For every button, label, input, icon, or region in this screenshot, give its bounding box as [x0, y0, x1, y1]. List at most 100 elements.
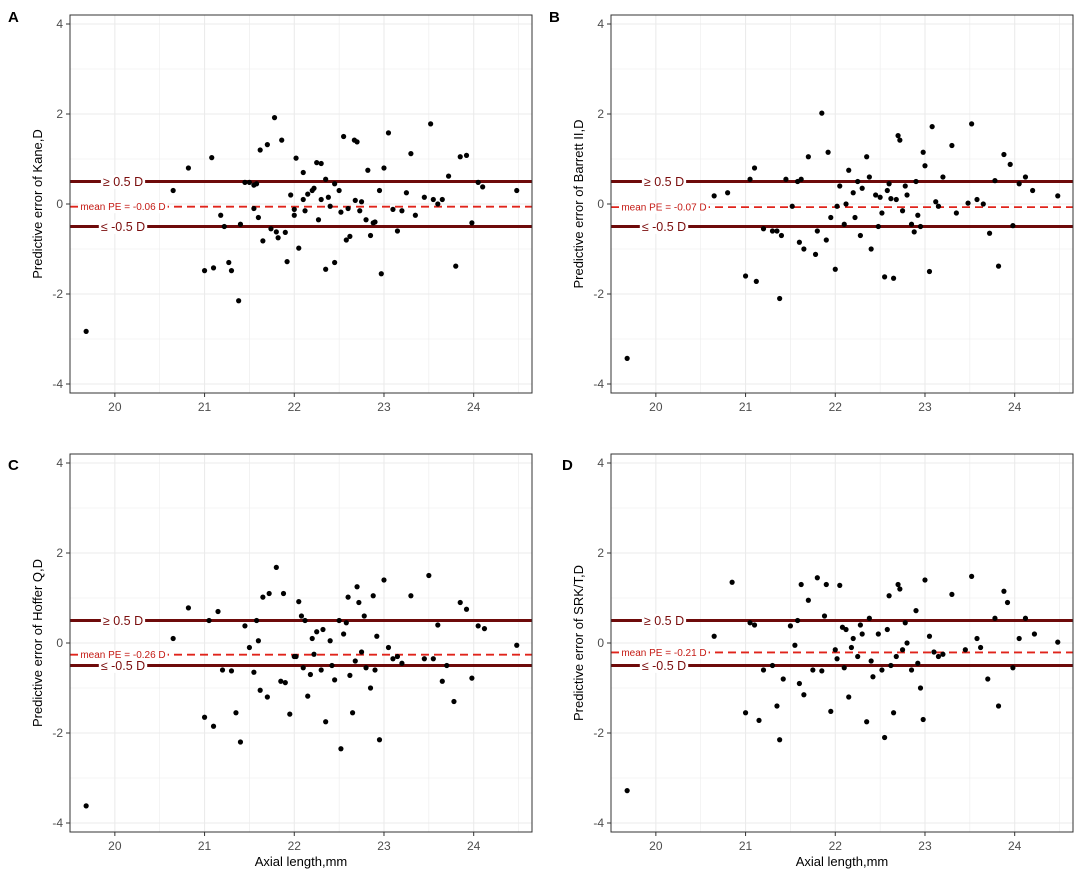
y-tick-label: -4	[52, 816, 63, 830]
data-point	[1030, 187, 1036, 194]
data-point	[341, 133, 347, 140]
data-point	[823, 237, 829, 243]
data-point	[796, 239, 802, 245]
data-point	[367, 685, 374, 691]
data-point	[307, 671, 314, 678]
data-point	[819, 668, 825, 674]
data-point	[280, 590, 287, 597]
data-point	[814, 575, 820, 581]
data-point	[859, 185, 865, 191]
data-point	[327, 638, 333, 644]
data-point	[922, 577, 928, 583]
upper-limit-label-bg	[100, 613, 146, 628]
data-point	[962, 647, 968, 653]
data-point	[821, 613, 828, 619]
data-point	[275, 235, 281, 241]
panel-label-a: A	[8, 9, 19, 26]
data-point	[514, 187, 520, 194]
data-point	[372, 219, 378, 225]
data-point	[926, 633, 933, 639]
data-point	[408, 151, 414, 157]
data-point	[469, 220, 475, 226]
y-tick-label: -4	[593, 816, 604, 830]
data-point	[805, 597, 811, 603]
y-axis-label-c: Predictive error of Hoffer Q,D	[30, 559, 45, 727]
data-point	[314, 160, 320, 166]
data-point	[291, 212, 297, 218]
data-point	[323, 719, 329, 725]
data-point	[282, 680, 288, 686]
lower-limit-label: ≤ -0.5 D	[642, 659, 686, 673]
data-point	[794, 617, 801, 624]
data-point	[747, 176, 753, 182]
panel-label-b: B	[549, 9, 560, 26]
data-point	[814, 228, 820, 234]
x-tick-label: 22	[288, 400, 302, 414]
data-point	[358, 199, 365, 205]
data-point	[376, 737, 383, 743]
data-point	[884, 626, 890, 633]
data-point	[408, 593, 414, 599]
data-point	[399, 208, 405, 214]
data-point	[778, 232, 785, 239]
data-point	[774, 228, 780, 234]
data-point	[264, 694, 270, 700]
data-point	[855, 178, 861, 185]
data-point	[729, 579, 735, 585]
x-tick-label: 24	[467, 839, 481, 853]
data-point	[255, 638, 261, 644]
data-point	[1022, 174, 1029, 180]
data-point	[435, 622, 441, 628]
x-tick-label: 22	[288, 839, 302, 853]
x-tick-label: 22	[829, 400, 843, 414]
data-point	[711, 193, 717, 199]
data-point	[866, 174, 872, 180]
data-point	[514, 642, 520, 648]
data-point	[929, 124, 935, 130]
data-point	[268, 226, 274, 232]
data-point	[753, 278, 759, 284]
data-point	[902, 183, 908, 189]
data-point	[318, 196, 324, 203]
data-point	[949, 591, 955, 598]
x-tick-label: 20	[649, 400, 663, 414]
data-point	[358, 649, 365, 655]
data-point	[264, 142, 270, 148]
lower-limit-label: ≤ -0.5 D	[101, 659, 145, 673]
data-point	[378, 271, 384, 277]
data-point	[980, 201, 986, 207]
data-point	[385, 644, 392, 651]
data-point	[273, 229, 279, 235]
data-point	[83, 803, 89, 809]
data-point	[463, 606, 470, 612]
data-point	[846, 167, 852, 173]
data-point	[475, 179, 481, 185]
data-point	[271, 115, 278, 121]
data-point	[421, 656, 427, 662]
data-point	[336, 617, 342, 624]
data-point	[1004, 599, 1011, 606]
data-point	[444, 662, 450, 669]
data-point	[897, 137, 903, 143]
data-point	[897, 586, 903, 592]
data-point	[365, 167, 371, 173]
mean-pe-label-bg	[78, 650, 168, 662]
lower-limit-label-bg	[639, 658, 689, 673]
data-point	[985, 676, 991, 682]
data-point	[242, 623, 248, 629]
y-tick-label: 4	[597, 456, 604, 470]
data-point	[296, 599, 302, 605]
data-point	[834, 656, 840, 662]
y-tick-label: 0	[56, 197, 63, 211]
data-point	[904, 640, 910, 646]
data-point	[917, 685, 924, 691]
x-tick-label: 24	[1008, 400, 1022, 414]
data-point	[318, 160, 324, 167]
data-point	[439, 196, 445, 203]
data-point	[913, 178, 919, 185]
y-tick-label: 0	[597, 197, 604, 211]
data-point	[251, 669, 257, 675]
data-point	[170, 635, 176, 642]
